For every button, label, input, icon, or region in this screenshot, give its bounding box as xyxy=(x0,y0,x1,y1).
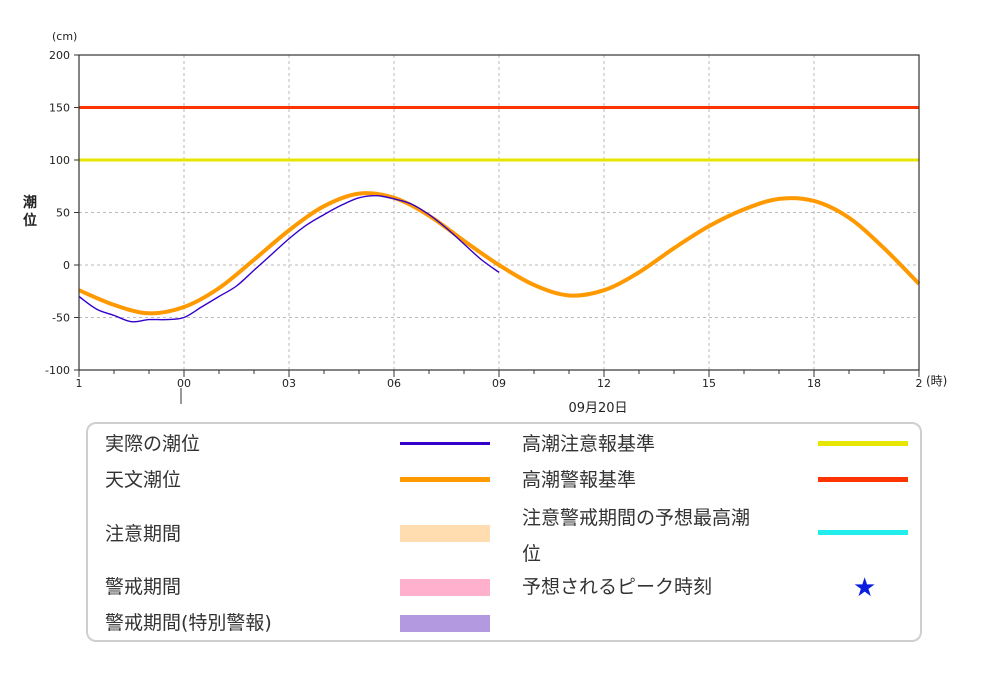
y-axis-label-1: 潮 xyxy=(23,194,37,211)
x-tick-label: 03 xyxy=(282,377,296,390)
x-tick-label: 1 xyxy=(76,377,83,390)
legend-label-actual: 実際の潮位 xyxy=(105,433,201,455)
y-tick-label: 0 xyxy=(63,259,70,272)
series-lines xyxy=(78,191,921,323)
actual-tide-line xyxy=(78,194,500,323)
legend-label-peak-time: 予想されるピーク時刻 xyxy=(522,576,713,598)
x-tick-label: 15 xyxy=(702,377,716,390)
y-tick-label: 50 xyxy=(56,207,70,220)
x-tick-label: 12 xyxy=(597,377,611,390)
date-label: 09月20日 xyxy=(568,401,627,416)
legend-label-peak-forecast-cont: 位 xyxy=(522,543,542,565)
legend: 実際の潮位 天文潮位 注意期間 警戒期間 警戒期間(特別警報) 高潮注意報基準 … xyxy=(86,422,922,642)
legend-swatch-advisory-level xyxy=(818,441,908,446)
legend-label-caution-period: 注意期間 xyxy=(105,523,182,545)
y-tick-label: 200 xyxy=(49,49,70,62)
legend-label-warning-level: 高潮警報基準 xyxy=(522,469,637,491)
legend-swatch-actual xyxy=(400,442,490,445)
x-tick-label: 09 xyxy=(492,377,506,390)
grid-lines xyxy=(79,55,919,370)
legend-label-special-warning-period: 警戒期間(特別警報) xyxy=(105,612,272,634)
y-tick-label: 150 xyxy=(49,102,70,115)
legend-swatch-astronomical xyxy=(400,477,490,482)
legend-label-peak-forecast: 注意警戒期間の予想最高潮 xyxy=(522,507,751,529)
legend-label-astronomical: 天文潮位 xyxy=(105,469,182,491)
y-axis-ticks: 200 150 100 50 0 -50 -100 xyxy=(45,49,79,377)
x-tick-label: 00 xyxy=(177,377,191,390)
legend-swatch-warning-period xyxy=(400,579,490,596)
legend-label-warning-period: 警戒期間 xyxy=(105,576,182,598)
x-unit-label: (時) xyxy=(926,374,947,388)
y-unit-label: (cm) xyxy=(52,30,77,43)
legend-swatch-special-warning-period xyxy=(400,615,490,632)
x-tick-label: 18 xyxy=(807,377,821,390)
y-tick-label: -50 xyxy=(52,312,70,325)
legend-swatch-peak-forecast xyxy=(818,530,908,535)
x-tick-label: 2 xyxy=(916,377,923,390)
legend-label-advisory-level: 高潮注意報基準 xyxy=(522,433,656,455)
y-axis-label-2: 位 xyxy=(23,212,37,229)
legend-swatch-caution-period xyxy=(400,525,490,542)
astronomical-tide-line xyxy=(78,191,921,316)
threshold-lines xyxy=(79,106,919,162)
x-tick-label: 06 xyxy=(387,377,401,390)
x-axis-ticks: 1 00 03 06 09 12 15 18 2 xyxy=(76,370,923,390)
y-tick-label: 100 xyxy=(49,154,70,167)
y-tick-label: -100 xyxy=(45,364,70,377)
star-icon: ★ xyxy=(853,573,877,603)
legend-swatch-warning-level xyxy=(818,477,908,482)
